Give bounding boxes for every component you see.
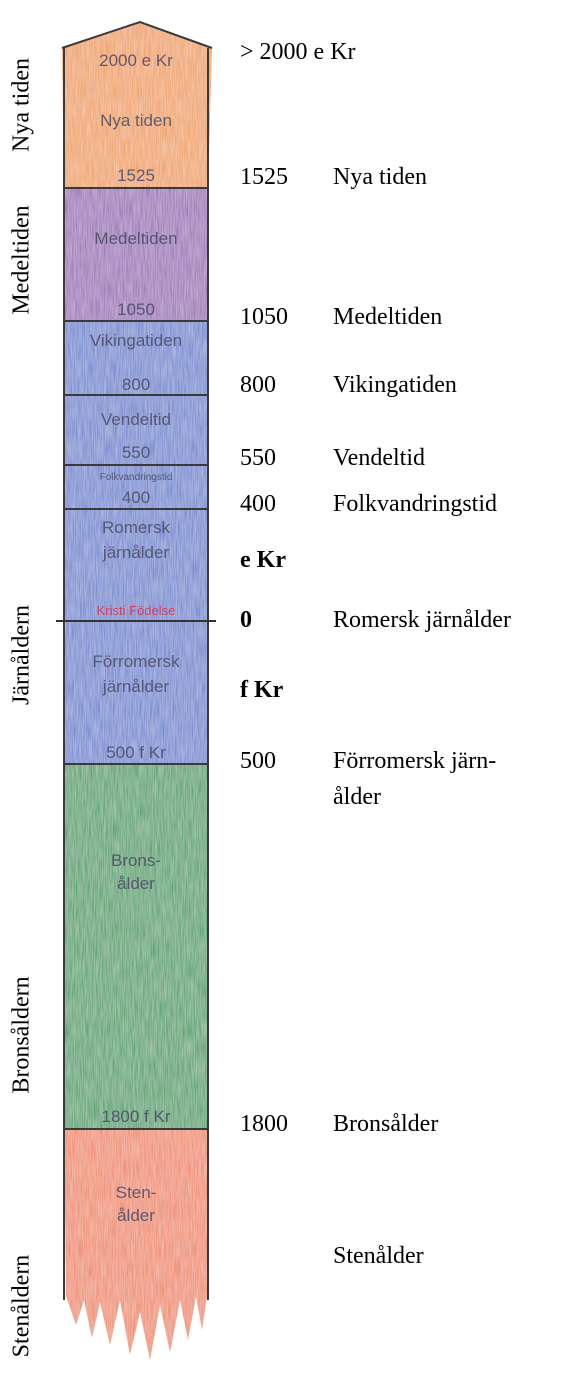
column-nya-year: 1525 — [117, 166, 155, 185]
column-nya-name: Nya tiden — [100, 111, 172, 130]
column-vendel-name: Vendeltid — [101, 410, 171, 429]
legend-top-label: > 2000 e Kr — [240, 39, 356, 65]
column-sten-name-1: Sten- — [116, 1183, 157, 1202]
segment-bronsalder — [64, 764, 208, 1129]
legend-name: Nya tiden — [333, 164, 427, 190]
segment-vikingatiden — [64, 321, 208, 395]
column-forrom-name-1: Förromersk — [93, 652, 180, 671]
segment-romersk-jarnalder — [64, 509, 208, 623]
column-brons-name-1: Brons- — [111, 851, 161, 870]
legend-name: Medeltiden — [333, 304, 443, 330]
column-sten-name-2: ålder — [117, 1206, 155, 1225]
column-forrom-name-2: järnålder — [102, 677, 169, 696]
column-forrom-year: 500 f Kr — [106, 743, 166, 762]
column-outline — [61, 20, 213, 1300]
column-viking-name: Vikingatiden — [90, 331, 182, 350]
column-vendel-year: 550 — [122, 443, 150, 462]
legend-name: Vikingatiden — [333, 372, 457, 398]
segment-medeltiden — [64, 188, 208, 321]
legend-year: 1800 — [240, 1111, 288, 1137]
legend-name: Stenålder — [333, 1243, 424, 1269]
segment-forromersk-jarnalder — [64, 623, 208, 764]
legend-year: 400 — [240, 491, 276, 517]
legend-year: 1050 — [240, 304, 288, 330]
legend-year: 550 — [240, 445, 276, 471]
legend-year-zero: 0 — [240, 607, 252, 633]
column-brons-year: 1800 f Kr — [102, 1107, 171, 1126]
column-medel-year: 1050 — [117, 300, 155, 319]
segment-folkvandringstid — [64, 465, 208, 509]
legend-year: 500 — [240, 748, 276, 774]
segment-vendeltid — [64, 395, 208, 465]
segment-nya-tiden — [62, 22, 212, 188]
column-viking-year: 800 — [122, 375, 150, 394]
column-medel-name: Medeltiden — [94, 229, 177, 248]
legend-year: 1525 — [240, 164, 288, 190]
legend-name: Förromersk järn- — [333, 748, 497, 774]
column-brons-name-2: ålder — [117, 874, 155, 893]
legend-fkr-label: f Kr — [240, 677, 284, 703]
legend-year: 800 — [240, 372, 276, 398]
column-top-label: 2000 e Kr — [99, 51, 173, 70]
legend-name: Folkvandringstid — [333, 491, 498, 517]
column-rom-name-2: järnålder — [102, 543, 169, 562]
legend-name: Romersk järnålder — [333, 607, 511, 633]
legend-name: Vendeltid — [333, 445, 425, 471]
legend-name-cont: ålder — [333, 784, 381, 810]
legend-name: Bronsålder — [333, 1111, 439, 1137]
column-birth-label: Kristi Födelse — [97, 603, 176, 618]
legend-ekr-label: e Kr — [240, 547, 286, 573]
column-rom-name-1: Romersk — [102, 518, 171, 537]
column-folk-name: Folkvandringstid — [100, 472, 173, 483]
column-folk-year: 400 — [122, 488, 150, 507]
segment-stenalder — [64, 1129, 208, 1360]
